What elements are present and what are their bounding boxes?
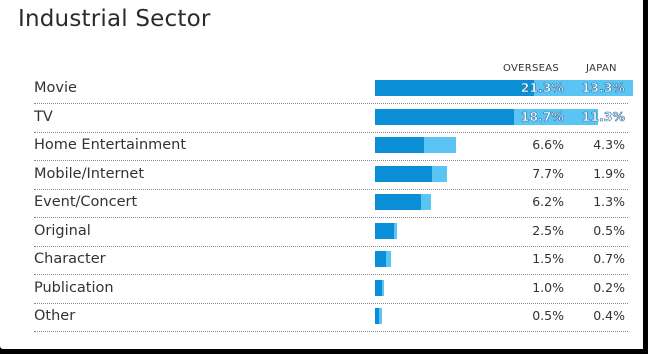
chart-row: Event/Concert 6.2% 1.3% xyxy=(34,189,628,218)
overseas-value-label: 6.6% xyxy=(532,137,564,152)
japan-value-label: 1.9% xyxy=(593,165,625,181)
overseas-bar xyxy=(375,165,433,182)
overseas-bar xyxy=(375,222,394,239)
overseas-bar xyxy=(375,137,425,153)
chart-row: Mobile/Internet 7.7% 1.9% xyxy=(34,161,628,190)
category-label: Event/Concert xyxy=(34,194,138,210)
japan-bar xyxy=(386,251,392,267)
japan-bar xyxy=(382,279,384,296)
chart-row: Character 1.5% 0.7% xyxy=(34,246,628,275)
japan-bar xyxy=(432,165,447,182)
overseas-value-label: 21.3% xyxy=(520,80,564,96)
chart-panel: Industrial Sector OVERSEAS JAPAN Movie 21… xyxy=(0,0,643,349)
japan-value-label: 4.3% xyxy=(593,137,625,152)
overseas-value-label: 1.5% xyxy=(532,251,564,266)
chart-row: Original 2.5% 0.5% xyxy=(34,218,628,247)
category-label: Publication xyxy=(34,279,114,296)
category-label: Original xyxy=(34,222,91,239)
category-label: Movie xyxy=(34,80,77,96)
japan-bar xyxy=(533,80,633,96)
overseas-value-label: 7.7% xyxy=(532,165,564,181)
overseas-column-header: OVERSEAS xyxy=(503,63,560,74)
category-label: Mobile/Internet xyxy=(34,165,145,182)
overseas-value-label: 6.2% xyxy=(532,194,564,209)
overseas-value-label: 0.5% xyxy=(532,308,564,323)
chart-row: Movie 21.3% 13.3% xyxy=(34,75,633,104)
japan-value-label: 13.3% xyxy=(581,80,625,96)
japan-value-label: 0.2% xyxy=(593,279,625,295)
overseas-value-label: 18.7% xyxy=(520,108,564,124)
chart-row: Publication 1.0% 0.2% xyxy=(34,275,628,304)
japan-value-label: 1.3% xyxy=(593,194,625,209)
category-label: TV xyxy=(34,108,53,125)
japan-value-label: 11.3% xyxy=(581,108,625,124)
japan-bar xyxy=(424,137,457,153)
japan-value-label: 0.4% xyxy=(593,308,625,323)
japan-value-label: 0.7% xyxy=(593,251,625,266)
chart-row: Other 0.5% 0.4% xyxy=(34,303,628,332)
japan-bar xyxy=(378,308,382,324)
category-label: Home Entertainment xyxy=(34,137,187,153)
chart-title: Industrial Sector xyxy=(18,6,211,32)
overseas-value-label: 2.5% xyxy=(532,222,564,238)
japan-bar xyxy=(421,194,431,210)
category-label: Character xyxy=(34,251,106,267)
overseas-bar xyxy=(375,108,515,125)
japan-value-label: 0.5% xyxy=(593,222,625,238)
japan-bar xyxy=(393,222,398,239)
category-label: Other xyxy=(34,308,76,324)
japan-column-header: JAPAN xyxy=(586,63,617,74)
overseas-bar xyxy=(375,279,383,296)
overseas-value-label: 1.0% xyxy=(532,279,564,295)
japan-bar xyxy=(514,108,599,125)
overseas-bar xyxy=(375,194,422,210)
chart-row: Home Entertainment 6.6% 4.3% xyxy=(34,132,628,161)
chart-row: TV 18.7% 11.3% xyxy=(34,104,628,133)
overseas-bar xyxy=(375,308,379,324)
overseas-bar xyxy=(375,80,534,96)
overseas-bar xyxy=(375,251,387,267)
